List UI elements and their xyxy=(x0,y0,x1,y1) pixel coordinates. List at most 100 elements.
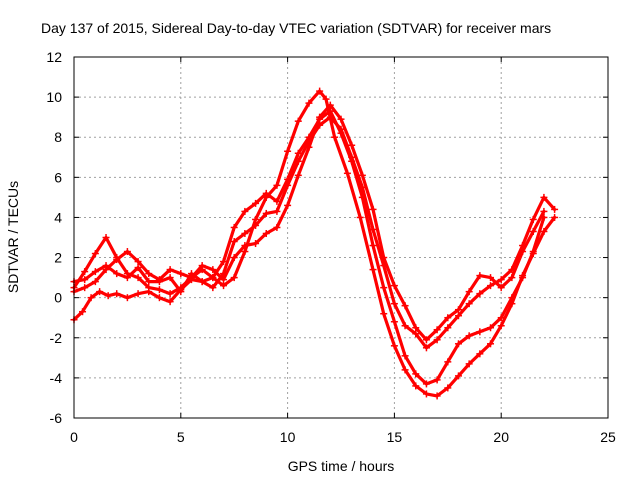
data-point xyxy=(316,113,324,121)
data-point xyxy=(134,258,142,266)
data-point xyxy=(305,143,313,151)
data-point xyxy=(273,223,281,231)
data-point xyxy=(284,147,292,155)
data-point xyxy=(262,229,270,237)
chart-title: Day 137 of 2015, Sidereal Day-to-day VTE… xyxy=(41,20,551,36)
data-point xyxy=(422,336,430,344)
data-point xyxy=(230,223,238,231)
data-point xyxy=(230,238,238,246)
data-point xyxy=(198,262,206,270)
axis-ticks: 0 5 10 15 20 25 -6 -4 -2 0 2 4 6 8 10 12 xyxy=(46,49,616,445)
x-tick-label: 15 xyxy=(387,429,403,445)
data-point xyxy=(529,248,537,256)
grid xyxy=(74,57,608,418)
data-point xyxy=(476,290,484,298)
data-point xyxy=(465,300,473,308)
data-point xyxy=(390,342,398,350)
data-point xyxy=(390,318,398,326)
data-point xyxy=(337,115,345,123)
data-point xyxy=(230,274,238,282)
data-point xyxy=(476,350,484,358)
data-point xyxy=(134,290,142,298)
data-point xyxy=(177,288,185,296)
data-point xyxy=(348,141,356,149)
data-point xyxy=(444,384,452,392)
data-point xyxy=(220,282,228,290)
data-point xyxy=(380,284,388,292)
data-point xyxy=(145,278,153,286)
data-point xyxy=(294,117,302,125)
data-point xyxy=(465,288,473,296)
data-point xyxy=(508,274,516,282)
data-point xyxy=(252,199,260,207)
data-point xyxy=(145,284,153,292)
data-point xyxy=(369,242,377,250)
data-point xyxy=(230,254,238,262)
y-tick-label: 0 xyxy=(54,290,62,306)
y-tick-label: 12 xyxy=(46,49,62,65)
y-tick-label: 4 xyxy=(54,209,62,225)
data-point xyxy=(273,181,281,189)
data-point xyxy=(166,266,174,274)
x-tick-label: 25 xyxy=(600,429,616,445)
data-point xyxy=(284,181,292,189)
data-point xyxy=(166,298,174,306)
data-point xyxy=(241,229,249,237)
data-point xyxy=(444,314,452,322)
y-tick-label: 10 xyxy=(46,89,62,105)
data-point xyxy=(209,284,217,292)
data-point xyxy=(551,205,559,213)
data-point xyxy=(369,266,377,274)
data-point xyxy=(465,360,473,368)
data-point xyxy=(177,270,185,278)
plot-frame xyxy=(73,56,609,419)
data-point xyxy=(519,274,527,282)
data-point xyxy=(198,278,206,286)
data-point xyxy=(454,372,462,380)
data-point xyxy=(369,225,377,233)
data-point xyxy=(422,344,430,352)
data-traces xyxy=(70,87,559,400)
data-point xyxy=(401,302,409,310)
x-tick-label: 20 xyxy=(493,429,509,445)
data-point xyxy=(487,274,495,282)
data-point xyxy=(337,125,345,133)
data-point xyxy=(529,215,537,223)
data-point xyxy=(113,256,121,264)
data-point xyxy=(433,326,441,334)
data-point xyxy=(412,382,420,390)
data-point xyxy=(465,332,473,340)
data-point xyxy=(87,294,95,302)
data-point xyxy=(540,207,548,215)
y-tick-label: 6 xyxy=(54,169,62,185)
data-point xyxy=(241,248,249,256)
series-trace xyxy=(72,115,557,350)
data-point xyxy=(422,390,430,398)
data-point xyxy=(305,99,313,107)
data-point xyxy=(422,380,430,388)
data-point xyxy=(497,322,505,330)
data-point xyxy=(91,268,99,276)
data-point xyxy=(166,274,174,282)
y-tick-label: -4 xyxy=(50,370,63,386)
data-point xyxy=(262,189,270,197)
series-trace xyxy=(72,109,546,386)
data-point xyxy=(390,282,398,290)
data-point xyxy=(322,95,330,103)
data-point xyxy=(104,292,112,300)
data-point xyxy=(433,336,441,344)
data-point xyxy=(252,240,260,248)
data-point xyxy=(145,270,153,278)
data-point xyxy=(316,87,324,95)
data-point xyxy=(476,328,484,336)
data-point xyxy=(497,284,505,292)
data-point xyxy=(444,358,452,366)
x-tick-label: 10 xyxy=(280,429,296,445)
data-point xyxy=(134,274,142,282)
data-point xyxy=(294,157,302,165)
data-point xyxy=(187,274,195,282)
x-tick-label: 0 xyxy=(70,429,78,445)
data-point xyxy=(294,171,302,179)
data-point xyxy=(91,278,99,286)
